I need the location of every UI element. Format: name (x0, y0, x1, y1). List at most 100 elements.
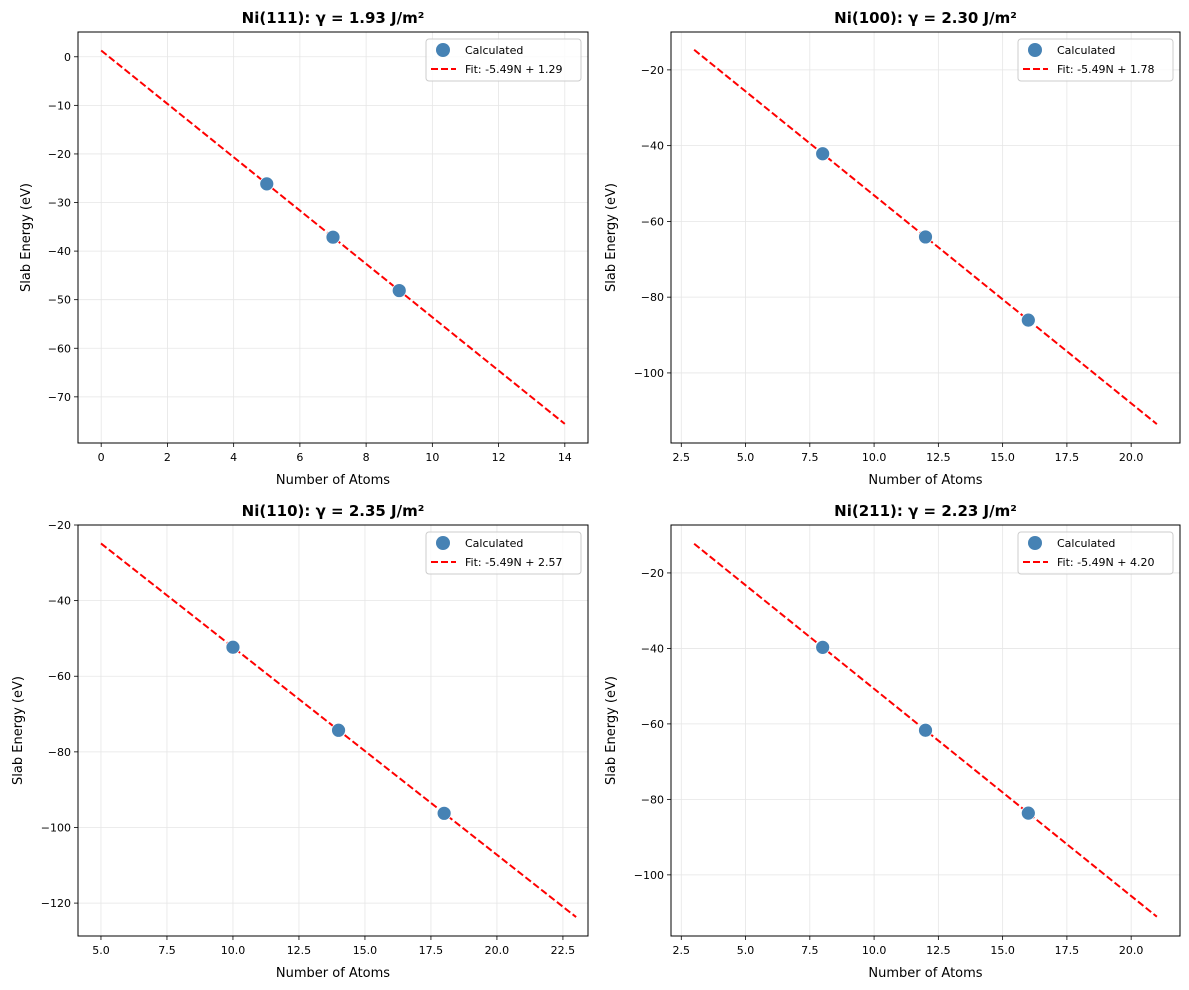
x-tick-label: 20.0 (1119, 451, 1144, 464)
x-tick-label: 7.5 (801, 944, 819, 957)
axes-frame (670, 524, 1181, 937)
legend-label: Calculated (465, 537, 523, 550)
y-tick-label: −60 (48, 342, 71, 355)
x-tick-label: 17.5 (419, 944, 444, 957)
axes-frame (77, 31, 589, 444)
y-axis-label: Slab Energy (eV) (11, 676, 26, 785)
y-tick-label: −40 (48, 595, 71, 608)
legend: Calculated Fit: -5.49N + 1.29 (425, 38, 582, 82)
data-point (1020, 805, 1036, 821)
data-point (1020, 312, 1036, 328)
y-tick-label: −70 (48, 391, 71, 404)
y-axis-label: Slab Energy (eV) (604, 183, 619, 292)
legend: Calculated Fit: -5.49N + 4.20 (1017, 531, 1174, 575)
legend-label: Calculated (1057, 44, 1115, 57)
x-tick-label: 12.5 (926, 944, 951, 957)
x-tick-label: 5.0 (737, 451, 755, 464)
x-tick-label: 5.0 (92, 944, 110, 957)
y-tick-label: −20 (48, 148, 71, 161)
y-tick-label: −80 (641, 291, 664, 304)
y-tick-label: −60 (48, 670, 71, 683)
legend-label: Fit: -5.49N + 1.29 (465, 63, 563, 76)
legend-box (1017, 531, 1174, 575)
y-axis-label: Slab Energy (eV) (19, 183, 34, 292)
x-tick-label: 15.0 (353, 944, 378, 957)
x-tick-label: 8 (363, 451, 370, 464)
y-tick-label: −100 (634, 869, 664, 882)
y-tick-label: −40 (48, 245, 71, 258)
x-tick-label: 10 (425, 451, 439, 464)
data-point (331, 722, 346, 738)
legend-label: Fit: -5.49N + 2.57 (465, 556, 563, 569)
y-tick-label: −20 (48, 519, 71, 532)
y-tick-label: −20 (641, 64, 664, 77)
y-axis-label: Slab Energy (eV) (604, 676, 619, 785)
x-tick-label: 15.0 (990, 451, 1015, 464)
y-tick-label: −60 (641, 718, 664, 731)
data-point (259, 176, 275, 192)
x-tick-label: 2.5 (673, 944, 691, 957)
x-axis-label: Number of Atoms (276, 966, 390, 981)
subplot-title: Ni(110): γ = 2.35 J/m² (242, 502, 425, 520)
y-tick-label: −120 (41, 897, 71, 910)
y-tick-label: −50 (48, 294, 71, 307)
subplot-4: 2.5 5.0 7.5 10.0 12.5 15.0 17.5 20.0 −20 −40 −60 −8… (604, 502, 1181, 981)
legend-label: Calculated (1057, 537, 1115, 550)
subplot-2: 2.5 5.0 7.5 10.0 12.5 15.0 17.5 20.0 −20 −40 −60 −8… (604, 9, 1181, 488)
y-tick-label: 0 (64, 51, 71, 64)
fit-line (100, 49, 566, 425)
x-tick-label: 12.5 (287, 944, 312, 957)
x-tick-label: 7.5 (801, 451, 819, 464)
legend: Calculated Fit: -5.49N + 1.78 (1017, 38, 1174, 82)
legend-marker (436, 536, 450, 550)
x-axis-label: Number of Atoms (868, 473, 982, 488)
x-tick-label: 6 (296, 451, 303, 464)
x-tick-label: 5.0 (737, 944, 755, 957)
x-tick-label: 12 (492, 451, 506, 464)
legend-box (425, 531, 582, 575)
y-tick-label: −100 (634, 367, 664, 380)
legend-box (1017, 38, 1174, 82)
subplot-3: 5.0 7.5 10.0 12.5 15.0 17.5 20.0 22.5 −20 −40 −60 −… (11, 502, 589, 981)
x-axis-label: Number of Atoms (276, 473, 390, 488)
subplot-1: 0 2 4 6 8 10 12 14 0 −10 −20 −30 −40 −50 −60 −70 Ni(111)… (19, 9, 589, 488)
axes-frame (670, 31, 1181, 444)
y-tick-label: −40 (641, 642, 664, 655)
data-point (436, 805, 452, 821)
y-tick-label: −100 (41, 821, 71, 834)
subplot-title: Ni(111): γ = 1.93 J/m² (242, 9, 425, 27)
x-tick-label: 10.0 (862, 451, 887, 464)
y-tick-label: −80 (641, 793, 664, 806)
data-point (325, 229, 341, 245)
data-point (918, 229, 933, 245)
x-tick-label: 20.0 (485, 944, 510, 957)
subplot-title: Ni(211): γ = 2.23 J/m² (834, 502, 1017, 520)
y-tick-label: −60 (641, 215, 664, 228)
x-tick-label: 2 (164, 451, 171, 464)
axes-frame (77, 524, 589, 937)
legend-label: Calculated (465, 44, 523, 57)
x-tick-label: 0 (98, 451, 105, 464)
x-tick-label: 10.0 (221, 944, 246, 957)
legend-marker (436, 43, 450, 57)
x-tick-label: 17.5 (1055, 944, 1080, 957)
x-tick-label: 4 (230, 451, 237, 464)
data-point (815, 639, 831, 655)
x-axis-label: Number of Atoms (868, 966, 982, 981)
x-tick-label: 12.5 (926, 451, 951, 464)
legend: Calculated Fit: -5.49N + 2.57 (425, 531, 582, 575)
data-point (391, 283, 407, 298)
data-point (918, 722, 933, 738)
legend-label: Fit: -5.49N + 4.20 (1057, 556, 1155, 569)
data-point (225, 639, 241, 655)
x-tick-label: 17.5 (1055, 451, 1080, 464)
x-tick-label: 22.5 (551, 944, 576, 957)
fit-line (693, 542, 1158, 918)
fit-line (693, 48, 1158, 425)
legend-marker (1028, 536, 1042, 550)
y-tick-label: −20 (641, 567, 664, 580)
x-tick-label: 10.0 (862, 944, 887, 957)
x-tick-label: 14 (558, 451, 572, 464)
x-tick-label: 20.0 (1119, 944, 1144, 957)
legend-label: Fit: -5.49N + 1.78 (1057, 63, 1155, 76)
